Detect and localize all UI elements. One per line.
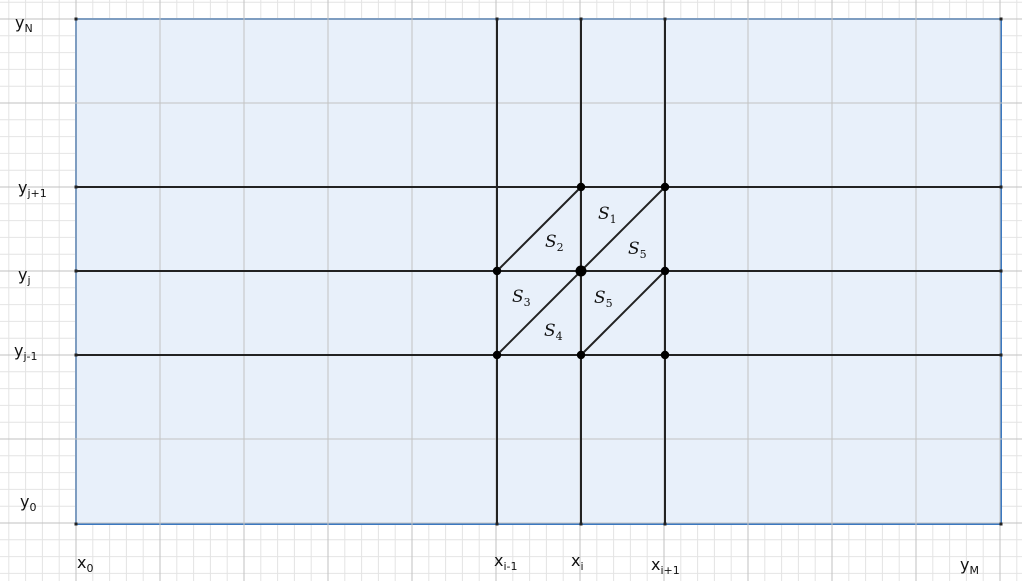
- mesh-node: [660, 182, 670, 192]
- line-endpoint: [999, 185, 1003, 189]
- mesh-node: [660, 350, 670, 360]
- y-label-yj-plus-1: yj+1: [18, 178, 47, 200]
- region-labels: S1 S2 S5 S3 S5 S4: [512, 204, 647, 343]
- y-axis-labels: yN yj+1 yj yj-1 y0: [14, 13, 47, 514]
- mesh-node: [492, 266, 502, 276]
- line-endpoint: [999, 269, 1003, 273]
- line-endpoint: [74, 17, 78, 21]
- line-endpoint: [999, 353, 1003, 357]
- domain-corners: [74, 17, 1003, 526]
- line-endpoint: [495, 522, 499, 526]
- mesh-node: [660, 266, 670, 276]
- line-endpoint: [579, 522, 583, 526]
- diagonal-line: [580, 270, 666, 356]
- line-endpoint: [74, 522, 78, 526]
- line-endpoint: [74, 353, 78, 357]
- x-label-xi-plus-1: xi+1: [651, 555, 680, 577]
- x-label-xi-minus-1: xi-1: [494, 551, 518, 573]
- mesh-nodes: [492, 182, 670, 360]
- y-label-yj: yj: [18, 265, 31, 287]
- line-endpoint: [663, 17, 667, 21]
- region-label-s3: S3: [512, 287, 531, 309]
- line-endpoint: [999, 522, 1003, 526]
- mesh-node: [576, 182, 586, 192]
- y-label-yj-minus-1: yj-1: [14, 341, 38, 363]
- y-label-yN: yN: [15, 13, 33, 35]
- y-label-y0: y0: [20, 492, 36, 514]
- line-endpoint: [579, 17, 583, 21]
- region-label-s5-lower: S5: [594, 288, 613, 310]
- line-endpoint: [74, 185, 78, 189]
- region-label-s5-upper: S5: [628, 239, 647, 261]
- diagonal-line: [496, 186, 582, 272]
- mesh-node: [492, 350, 502, 360]
- x-axis-labels: x0 xi-1 xi xi+1 yM: [77, 551, 979, 577]
- mesh-node: [575, 265, 587, 277]
- line-endpoint: [663, 522, 667, 526]
- line-endpoint: [74, 269, 78, 273]
- line-endpoint: [999, 17, 1003, 21]
- x-label-x0: x0: [77, 553, 93, 575]
- region-label-s1: S1: [598, 204, 617, 226]
- x-label-yM: yM: [960, 555, 979, 577]
- x-label-xi: xi: [571, 551, 584, 573]
- region-label-s2: S2: [545, 232, 564, 254]
- line-endpoint: [495, 17, 499, 21]
- mesh-node: [576, 350, 586, 360]
- mesh-lines: [76, 19, 1001, 524]
- region-label-s4: S4: [544, 321, 563, 343]
